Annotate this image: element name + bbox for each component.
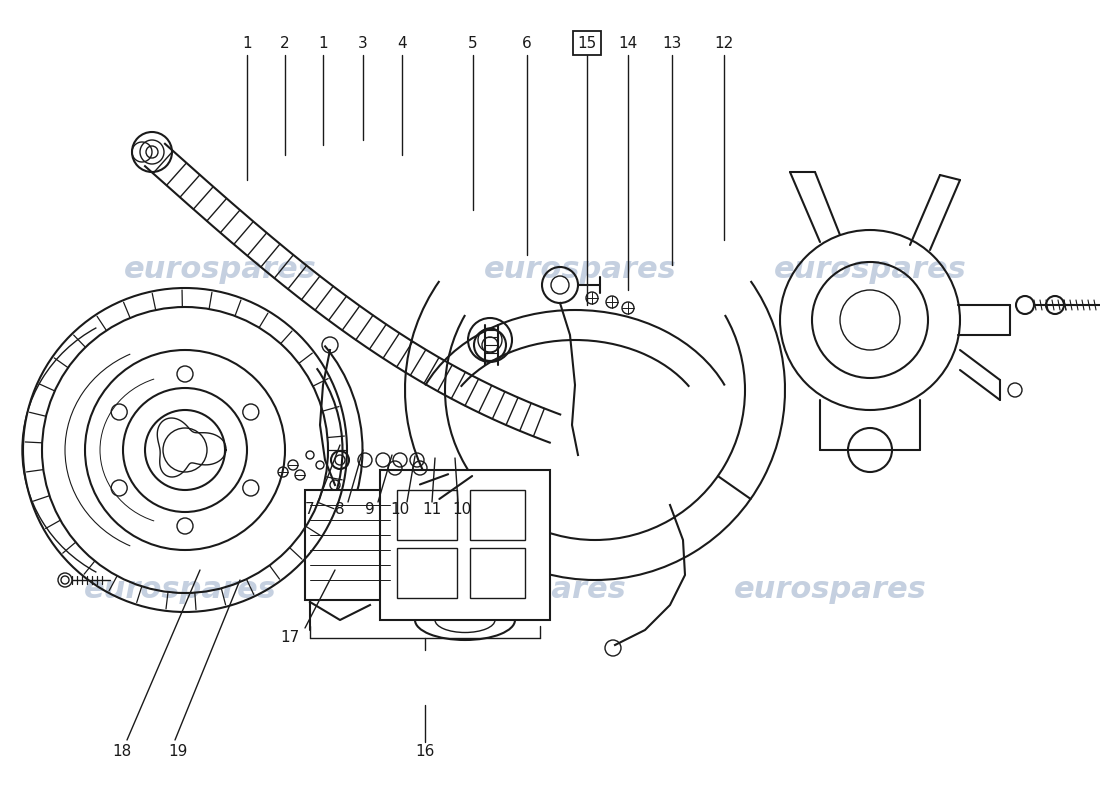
Text: 11: 11 bbox=[422, 502, 441, 518]
Text: 2: 2 bbox=[280, 35, 289, 50]
Text: 1: 1 bbox=[318, 35, 328, 50]
Text: eurospares: eurospares bbox=[433, 575, 626, 605]
Bar bbox=[397, 490, 456, 540]
Text: eurospares: eurospares bbox=[484, 255, 676, 285]
Text: 1: 1 bbox=[242, 35, 252, 50]
Text: eurospares: eurospares bbox=[734, 575, 926, 605]
Text: 3: 3 bbox=[359, 35, 367, 50]
Text: 16: 16 bbox=[416, 745, 434, 759]
Bar bbox=[397, 548, 456, 598]
Text: 19: 19 bbox=[168, 745, 188, 759]
Text: 8: 8 bbox=[336, 502, 344, 518]
Text: 7: 7 bbox=[305, 502, 315, 518]
Text: 14: 14 bbox=[618, 35, 638, 50]
Text: 10: 10 bbox=[452, 502, 472, 518]
Text: 17: 17 bbox=[280, 630, 299, 646]
Text: 12: 12 bbox=[714, 35, 734, 50]
Text: 13: 13 bbox=[662, 35, 682, 50]
Bar bbox=[305, 490, 395, 600]
Text: 10: 10 bbox=[390, 502, 409, 518]
Bar bbox=[470, 548, 525, 598]
Text: 5: 5 bbox=[469, 35, 477, 50]
Text: eurospares: eurospares bbox=[123, 255, 317, 285]
Text: 15: 15 bbox=[578, 35, 596, 50]
Text: 18: 18 bbox=[112, 745, 132, 759]
Text: eurospares: eurospares bbox=[773, 255, 967, 285]
Bar bbox=[379, 470, 550, 620]
Text: eurospares: eurospares bbox=[84, 575, 276, 605]
Bar bbox=[470, 490, 525, 540]
Text: 4: 4 bbox=[397, 35, 407, 50]
Text: 9: 9 bbox=[365, 502, 375, 518]
Text: 6: 6 bbox=[522, 35, 532, 50]
